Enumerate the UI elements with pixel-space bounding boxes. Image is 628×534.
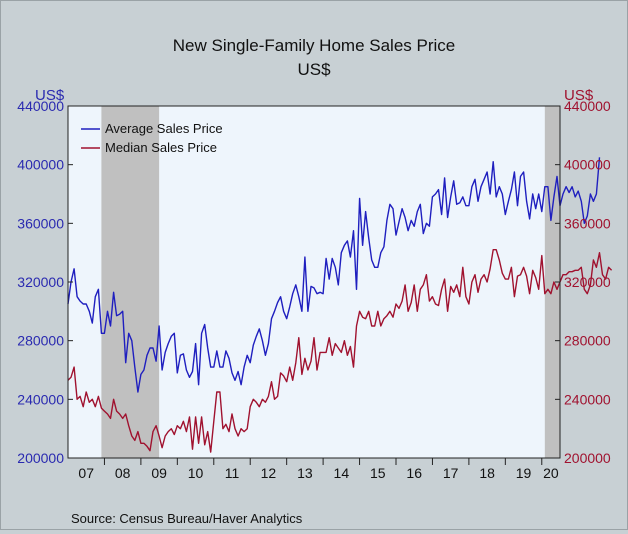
right-axis: 200000 240000 280000 320000 360000 400000 4400… xyxy=(555,98,611,466)
x-tick-label: 15 xyxy=(370,465,386,481)
right-axis-unit: US$ xyxy=(564,87,594,104)
left-tick-label: 240000 xyxy=(17,391,64,407)
x-tick-label: 08 xyxy=(115,465,131,481)
right-tick-label: 400000 xyxy=(564,157,611,173)
series-layer xyxy=(67,157,613,453)
left-tick-label: 400000 xyxy=(17,157,64,173)
source-note: Source: Census Bureau/Haver Analytics xyxy=(71,511,303,526)
right-tick-label: 200000 xyxy=(564,450,611,466)
left-tick-label: 280000 xyxy=(17,333,64,349)
x-tick-label: 17 xyxy=(443,465,459,481)
x-tick-label: 14 xyxy=(334,465,350,481)
legend: Average Sales Price Median Sales Price xyxy=(81,121,223,155)
x-tick-label: 19 xyxy=(516,465,532,481)
x-tick-label: 07 xyxy=(78,465,94,481)
left-tick-label: 440000 xyxy=(17,98,64,114)
x-tick-label: 13 xyxy=(297,465,313,481)
x-tick-label: 20 xyxy=(543,465,559,481)
x-tick-label: 09 xyxy=(151,465,167,481)
right-tick-label: 440000 xyxy=(564,98,611,114)
left-tick-label: 360000 xyxy=(17,215,64,231)
left-tick-label: 200000 xyxy=(17,450,64,466)
right-tick-label: 320000 xyxy=(564,274,611,290)
left-axis-unit: US$ xyxy=(35,87,65,104)
x-tick-label: 18 xyxy=(479,465,495,481)
left-axis: 200000 240000 280000 320000 360000 400000 4400… xyxy=(17,98,73,466)
x-tick-label: 16 xyxy=(406,465,422,481)
left-tick-label: 320000 xyxy=(17,274,64,290)
x-tick-label: 10 xyxy=(188,465,204,481)
series-line-median xyxy=(67,248,613,453)
right-tick-label: 240000 xyxy=(564,391,611,407)
right-tick-label: 280000 xyxy=(564,333,611,349)
legend-label-average: Average Sales Price xyxy=(105,121,223,136)
legend-label-median: Median Sales Price xyxy=(105,140,217,155)
chart-subtitle: US$ xyxy=(297,60,331,79)
x-axis: 07 08 09 10 11 12 13 14 15 16 17 18 19 20 xyxy=(78,458,559,481)
right-tick-label: 360000 xyxy=(564,215,611,231)
x-tick-label: 11 xyxy=(225,465,240,481)
recession-band-0 xyxy=(101,106,160,458)
x-tick-label: 12 xyxy=(261,465,277,481)
series-line-average xyxy=(67,157,601,393)
chart-title: New Single-Family Home Sales Price xyxy=(173,36,455,55)
